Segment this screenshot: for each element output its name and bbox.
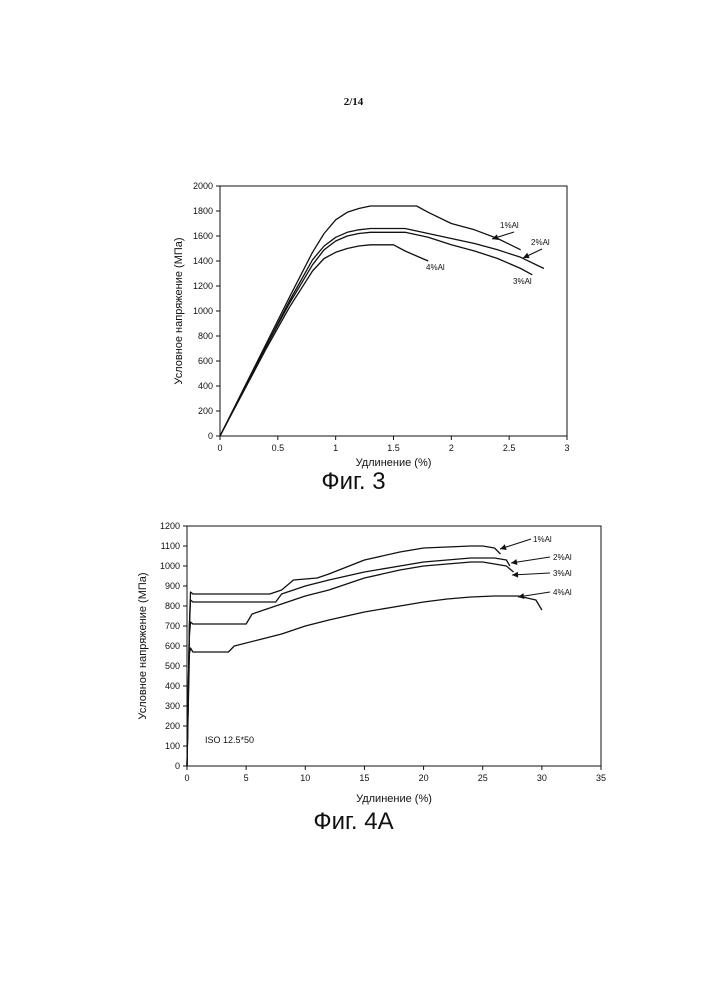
x-tick-label: 30 <box>537 773 547 783</box>
x-tick-label: 5 <box>244 773 249 783</box>
x-tick-label: 0 <box>217 443 222 453</box>
figure-3-caption: Фиг. 3 <box>0 468 707 496</box>
y-tick-label: 600 <box>165 641 180 651</box>
y-tick-label: 300 <box>165 701 180 711</box>
series-label: 1%Al <box>533 535 552 544</box>
y-tick-label: 0 <box>175 761 180 771</box>
y-tick-label: 1200 <box>160 521 180 531</box>
series-label: 3%Al <box>553 569 572 578</box>
y-tick-label: 400 <box>198 381 213 391</box>
x-tick-label: 0.5 <box>272 443 285 453</box>
series-label: 1%Al <box>500 221 519 230</box>
y-tick-label: 600 <box>198 356 213 366</box>
y-tick-label: 1000 <box>193 306 213 316</box>
chart-0: 0 200 400 600 800 1000 1200 1400 1600 1800 2000 0 0.… <box>173 181 570 469</box>
series-label: 2%Al <box>531 238 550 247</box>
series-label: 4%Al <box>553 588 572 597</box>
series-line-1pct-al <box>220 206 521 436</box>
series-line-4pct-al <box>220 245 428 436</box>
x-tick-label: 2 <box>449 443 454 453</box>
y-tick-label: 1100 <box>161 541 180 551</box>
x-tick-label: 0 <box>184 773 189 783</box>
y-tick-label: 700 <box>165 621 180 631</box>
y-tick-label: 400 <box>165 681 180 691</box>
series-line-1pct-al <box>187 546 501 766</box>
y-tick-label: 100 <box>165 741 180 751</box>
y-tick-label: 500 <box>165 661 180 671</box>
plot-frame <box>187 526 601 766</box>
series-line-2pct-al <box>220 229 544 437</box>
x-tick-label: 1 <box>333 443 338 453</box>
series-label: 4%Al <box>426 263 445 272</box>
series-label: 2%Al <box>553 553 572 562</box>
y-axis-label: Условное напряжение (МПа) <box>173 237 185 384</box>
specimen-note: ISO 12.5*50 <box>205 735 254 745</box>
y-tick-label: 1400 <box>193 256 213 266</box>
series-line-3pct-al <box>220 232 532 436</box>
series-label: 3%Al <box>513 277 532 286</box>
y-tick-label: 2000 <box>193 181 213 191</box>
x-tick-label: 20 <box>419 773 429 783</box>
x-tick-label: 2.5 <box>503 443 516 453</box>
y-axis-label: Условное напряжение (МПа) <box>137 572 149 719</box>
y-tick-label: 1200 <box>193 281 213 291</box>
y-tick-label: 1000 <box>160 561 180 571</box>
y-tick-label: 1600 <box>193 231 213 241</box>
y-tick-label: 800 <box>165 601 180 611</box>
label-arrow-head <box>512 572 518 578</box>
x-tick-label: 35 <box>596 773 606 783</box>
label-arrow-head <box>511 559 517 565</box>
y-tick-label: 200 <box>198 406 213 416</box>
x-tick-label: 25 <box>478 773 488 783</box>
x-tick-label: 3 <box>564 443 569 453</box>
y-tick-label: 0 <box>208 431 213 441</box>
x-axis-label: Удлинение (%) <box>356 793 432 805</box>
y-tick-label: 900 <box>165 581 180 591</box>
x-tick-label: 1.5 <box>387 443 400 453</box>
y-tick-label: 200 <box>165 721 180 731</box>
chart-1: 0100200300400500600700800900100011001200… <box>137 521 606 805</box>
y-tick-label: 1800 <box>193 206 213 216</box>
x-tick-label: 10 <box>300 773 310 783</box>
figure-4a-caption: Фиг. 4А <box>0 808 707 836</box>
y-tick-label: 800 <box>198 331 213 341</box>
x-tick-label: 15 <box>359 773 369 783</box>
